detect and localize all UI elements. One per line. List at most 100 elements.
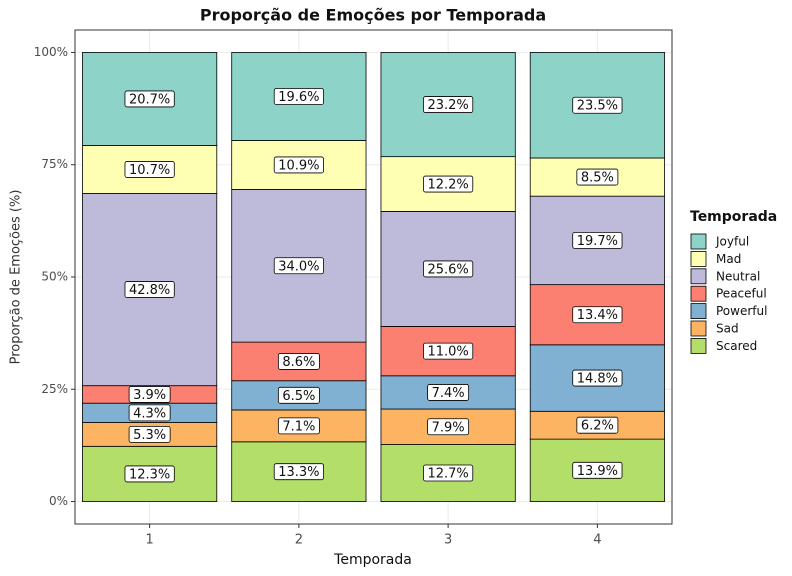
- data-label-box: [273, 156, 324, 174]
- data-label-text: 23.5%: [577, 99, 618, 114]
- y-tick-label: 50%: [41, 270, 68, 284]
- data-label-box: [423, 464, 474, 482]
- data-label-text: 42.8%: [129, 283, 170, 298]
- data-label-text: 8.6%: [282, 355, 315, 370]
- data-label-text: 20.7%: [129, 92, 170, 107]
- legend-swatch: [690, 250, 707, 267]
- data-label-box: [427, 418, 470, 436]
- data-label-text: 23.2%: [427, 98, 468, 113]
- data-label-text: 7.9%: [432, 420, 465, 435]
- data-label: 7.4%: [427, 384, 470, 401]
- data-label: 13.9%: [572, 461, 623, 479]
- data-label-box: [124, 281, 175, 298]
- data-label-box: [273, 257, 324, 275]
- data-label-box: [427, 384, 470, 401]
- data-label-box: [124, 465, 175, 483]
- plot-border: [74, 29, 673, 525]
- data-label-text: 5.3%: [133, 428, 166, 443]
- legend-swatch: [690, 233, 707, 250]
- data-label: 13.3%: [273, 463, 324, 480]
- data-label-text: 6.2%: [581, 419, 614, 434]
- legend-label: Scared: [716, 339, 757, 353]
- data-label-box: [124, 161, 175, 178]
- data-label: 5.3%: [128, 426, 171, 443]
- data-label-text: 14.8%: [577, 372, 618, 387]
- y-axis-label: Proporção de Emoções (%): [9, 190, 24, 365]
- data-label-text: 19.7%: [577, 234, 618, 249]
- data-label-box: [128, 404, 171, 422]
- data-label-box: [128, 426, 171, 443]
- data-label-text: 11.0%: [427, 345, 468, 360]
- legend-label: Joyful: [715, 235, 749, 249]
- data-label: 13.4%: [572, 306, 623, 324]
- data-label-text: 4.3%: [133, 406, 166, 421]
- data-label-text: 12.2%: [427, 178, 468, 193]
- data-label-text: 6.5%: [282, 389, 315, 404]
- data-label-text: 3.9%: [133, 388, 166, 403]
- data-label-text: 34.0%: [278, 259, 319, 274]
- data-label: 6.2%: [576, 416, 619, 434]
- data-label-box: [576, 168, 619, 186]
- legend-label: Neutral: [716, 269, 760, 283]
- legend-swatch: [690, 320, 707, 337]
- chart-title: Proporção de Emoções por Temporada: [200, 6, 546, 25]
- data-label-box: [277, 417, 320, 435]
- data-label-text: 7.4%: [432, 386, 465, 401]
- data-label-box: [273, 88, 324, 105]
- y-tick-label: 100%: [34, 45, 68, 59]
- data-label-box: [423, 175, 474, 193]
- data-label-text: 7.1%: [282, 419, 315, 434]
- legend-label: Powerful: [716, 304, 767, 318]
- data-label: 42.8%: [124, 281, 175, 298]
- data-label: 10.9%: [273, 156, 324, 174]
- data-label: 23.5%: [572, 96, 623, 114]
- legend-label: Mad: [716, 252, 741, 266]
- data-label-box: [572, 461, 623, 479]
- data-label-text: 13.9%: [577, 464, 618, 479]
- data-label: 4.3%: [128, 404, 171, 422]
- data-label: 6.5%: [277, 386, 320, 404]
- legend-title: Temporada: [690, 209, 777, 225]
- y-tick-label: 75%: [41, 157, 68, 171]
- data-label: 19.6%: [273, 88, 324, 105]
- data-label-text: 12.3%: [129, 467, 170, 482]
- data-label-text: 8.5%: [581, 171, 614, 186]
- data-label: 8.5%: [576, 168, 619, 186]
- data-label-box: [423, 342, 474, 360]
- x-tick-label: 3: [444, 533, 452, 548]
- legend-label: Peaceful: [716, 287, 767, 301]
- data-label-box: [423, 260, 474, 278]
- x-axis-label: Temporada: [333, 552, 412, 568]
- data-label: 14.8%: [572, 369, 623, 387]
- legend-swatch: [690, 268, 707, 285]
- data-label-text: 13.3%: [278, 465, 319, 480]
- data-label-box: [423, 96, 474, 113]
- data-label: 19.7%: [572, 231, 623, 249]
- x-tick-label: 4: [593, 533, 601, 548]
- data-label: 10.7%: [124, 161, 175, 178]
- data-label-box: [277, 386, 320, 404]
- data-label-box: [576, 416, 619, 434]
- data-label-text: 12.7%: [427, 467, 468, 482]
- y-tick-label: 0%: [49, 494, 68, 508]
- data-label: 7.1%: [277, 417, 320, 435]
- data-label-text: 10.7%: [129, 163, 170, 178]
- data-label: 8.6%: [277, 353, 320, 370]
- data-label-box: [277, 353, 320, 370]
- data-label: 7.9%: [427, 418, 470, 436]
- data-label-box: [572, 369, 623, 387]
- data-label-box: [572, 231, 623, 249]
- data-label-box: [572, 306, 623, 324]
- legend-swatch: [690, 285, 707, 302]
- x-tick-label: 1: [145, 533, 153, 548]
- legend-swatch: [690, 303, 707, 320]
- data-label: 23.2%: [423, 96, 474, 113]
- data-label-text: 13.4%: [577, 308, 618, 323]
- data-label: 12.2%: [423, 175, 474, 193]
- data-label: 3.9%: [128, 386, 171, 403]
- data-label: 25.6%: [423, 260, 474, 278]
- bar-segment: [529, 344, 665, 412]
- data-label: 12.3%: [124, 465, 175, 483]
- data-label: 12.7%: [423, 464, 474, 482]
